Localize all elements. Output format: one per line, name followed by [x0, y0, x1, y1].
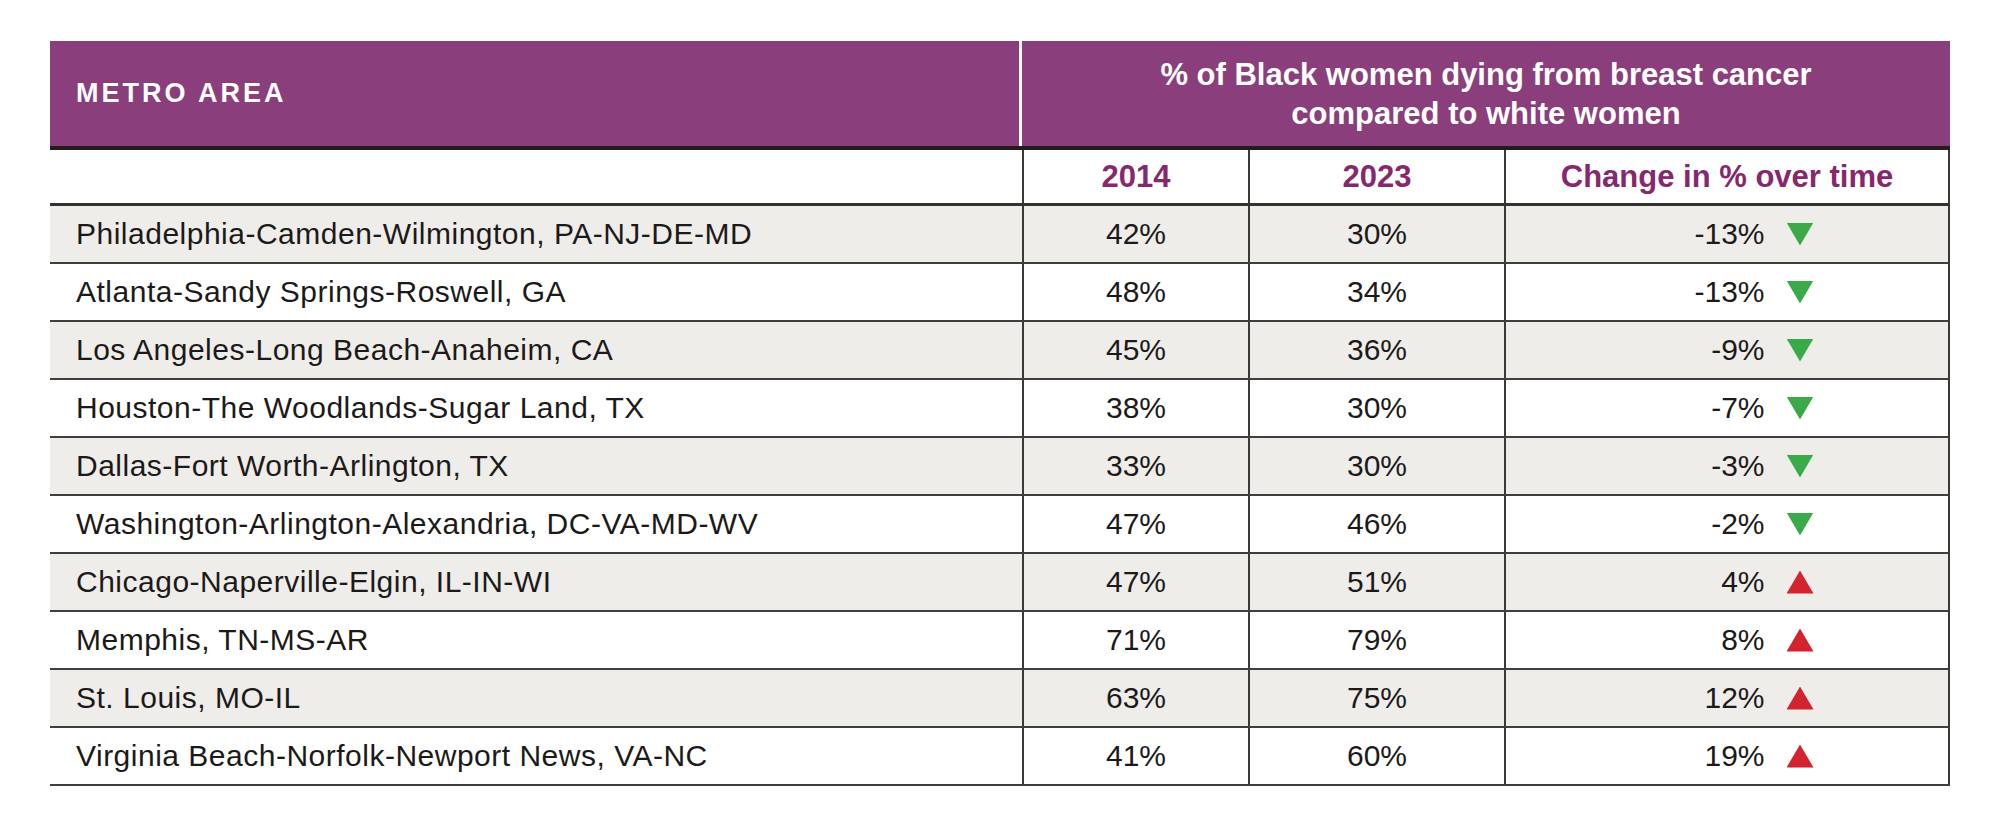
value-2023-cell: 30% [1248, 438, 1504, 494]
table-row: Philadelphia-Camden-Wilmington, PA-NJ-DE… [50, 206, 1950, 264]
value-2014-cell: 63% [1022, 670, 1248, 726]
value-2023-cell: 46% [1248, 496, 1504, 552]
value-2014-cell: 45% [1022, 322, 1248, 378]
change-value: -13% [1655, 217, 1765, 251]
table-title-line1: % of Black women dying from breast cance… [1160, 55, 1811, 94]
triangle-up-icon [1787, 629, 1814, 652]
metro-area-cell: Chicago-Naperville-Elgin, IL-IN-WI [50, 554, 1022, 610]
column-header-2014: 2014 [1022, 150, 1248, 203]
value-2014-cell: 71% [1022, 612, 1248, 668]
table-row: Dallas-Fort Worth-Arlington, TX 33% 30% … [50, 438, 1950, 496]
triangle-down-icon [1787, 397, 1814, 420]
subheader-empty-cell [50, 150, 1022, 203]
metro-area-cell: Virginia Beach-Norfolk-Newport News, VA-… [50, 728, 1022, 784]
metro-breast-cancer-table: METRO AREA % of Black women dying from b… [50, 41, 1950, 786]
triangle-down-icon [1787, 223, 1814, 246]
metro-area-column-header: METRO AREA [50, 41, 1022, 146]
change-cell: 19% [1504, 728, 1950, 784]
value-2014-cell: 47% [1022, 496, 1248, 552]
table-title-line2: compared to white women [1291, 94, 1680, 133]
table-row: Virginia Beach-Norfolk-Newport News, VA-… [50, 728, 1950, 786]
change-value: 19% [1655, 739, 1765, 773]
change-cell: 4% [1504, 554, 1950, 610]
triangle-up-icon [1787, 571, 1814, 594]
change-value: -2% [1655, 507, 1765, 541]
value-2023-cell: 34% [1248, 264, 1504, 320]
value-2023-cell: 60% [1248, 728, 1504, 784]
change-cell: 12% [1504, 670, 1950, 726]
value-2023-cell: 36% [1248, 322, 1504, 378]
value-2023-cell: 79% [1248, 612, 1504, 668]
table-row: Los Angeles-Long Beach-Anaheim, CA 45% 3… [50, 322, 1950, 380]
change-value: -3% [1655, 449, 1765, 483]
metro-area-cell: St. Louis, MO-IL [50, 670, 1022, 726]
metro-area-cell: Philadelphia-Camden-Wilmington, PA-NJ-DE… [50, 206, 1022, 262]
metro-area-cell: Washington-Arlington-Alexandria, DC-VA-M… [50, 496, 1022, 552]
table-row: St. Louis, MO-IL 63% 75% 12% [50, 670, 1950, 728]
value-2014-cell: 48% [1022, 264, 1248, 320]
triangle-up-icon [1787, 687, 1814, 710]
table-header-row: METRO AREA % of Black women dying from b… [50, 41, 1950, 150]
change-value: 12% [1655, 681, 1765, 715]
value-2014-cell: 38% [1022, 380, 1248, 436]
change-cell: -9% [1504, 322, 1950, 378]
column-header-2023: 2023 [1248, 150, 1504, 203]
change-cell: -13% [1504, 264, 1950, 320]
table-row: Memphis, TN-MS-AR 71% 79% 8% [50, 612, 1950, 670]
value-2023-cell: 51% [1248, 554, 1504, 610]
table-row: Washington-Arlington-Alexandria, DC-VA-M… [50, 496, 1950, 554]
triangle-down-icon [1787, 455, 1814, 478]
table-subheader-row: 2014 2023 Change in % over time [50, 150, 1950, 206]
value-2014-cell: 47% [1022, 554, 1248, 610]
value-2023-cell: 75% [1248, 670, 1504, 726]
table-row: Atlanta-Sandy Springs-Roswell, GA 48% 34… [50, 264, 1950, 322]
change-cell: -7% [1504, 380, 1950, 436]
change-value: 8% [1655, 623, 1765, 657]
metro-area-cell: Los Angeles-Long Beach-Anaheim, CA [50, 322, 1022, 378]
change-value: -13% [1655, 275, 1765, 309]
table-row: Chicago-Naperville-Elgin, IL-IN-WI 47% 5… [50, 554, 1950, 612]
change-cell: -3% [1504, 438, 1950, 494]
change-value: -7% [1655, 391, 1765, 425]
metro-area-cell: Dallas-Fort Worth-Arlington, TX [50, 438, 1022, 494]
metro-area-cell: Memphis, TN-MS-AR [50, 612, 1022, 668]
metro-area-cell: Houston-The Woodlands-Sugar Land, TX [50, 380, 1022, 436]
change-value: 4% [1655, 565, 1765, 599]
value-2014-cell: 33% [1022, 438, 1248, 494]
value-2023-cell: 30% [1248, 206, 1504, 262]
change-cell: 8% [1504, 612, 1950, 668]
table-title-header: % of Black women dying from breast cance… [1022, 41, 1950, 146]
triangle-down-icon [1787, 339, 1814, 362]
table-body: Philadelphia-Camden-Wilmington, PA-NJ-DE… [50, 206, 1950, 786]
change-cell: -2% [1504, 496, 1950, 552]
value-2014-cell: 41% [1022, 728, 1248, 784]
change-value: -9% [1655, 333, 1765, 367]
column-header-change: Change in % over time [1504, 150, 1950, 203]
value-2014-cell: 42% [1022, 206, 1248, 262]
triangle-down-icon [1787, 513, 1814, 536]
change-cell: -13% [1504, 206, 1950, 262]
table-row: Houston-The Woodlands-Sugar Land, TX 38%… [50, 380, 1950, 438]
triangle-down-icon [1787, 281, 1814, 304]
value-2023-cell: 30% [1248, 380, 1504, 436]
triangle-up-icon [1787, 745, 1814, 768]
metro-area-cell: Atlanta-Sandy Springs-Roswell, GA [50, 264, 1022, 320]
